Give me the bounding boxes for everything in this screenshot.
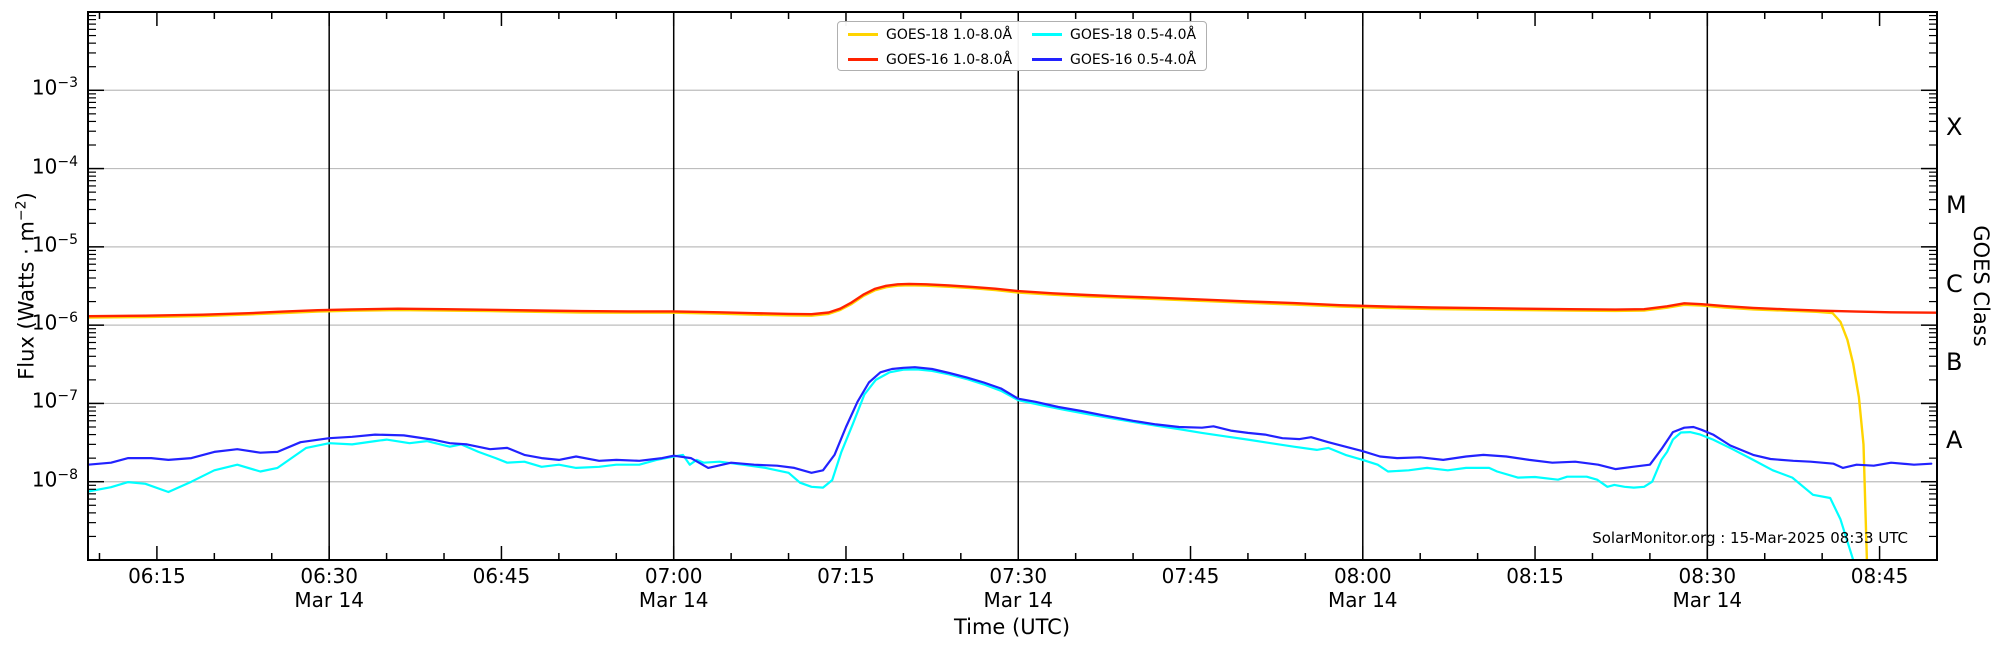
x-tick-label: 06:15 <box>128 564 186 588</box>
series-goes18_short <box>88 368 1855 560</box>
watermark-annotation: SolarMonitor.org : 15-Mar-2025 08:33 UTC <box>1592 529 1908 547</box>
x-date-label: Mar 14 <box>294 588 364 612</box>
legend-label: GOES-16 0.5-4.0Å <box>1070 51 1197 68</box>
x-tick-label: 06:30 <box>300 564 358 588</box>
legend-line-swatch <box>1032 58 1062 61</box>
series-goes18_long <box>88 284 1869 560</box>
x-tick-label: 08:30 <box>1678 564 1737 588</box>
series-goes16_short <box>88 366 1933 474</box>
x-tick-label: 07:30 <box>989 564 1048 588</box>
right-axis-title: GOES Class <box>1969 225 1993 347</box>
plot-frame <box>87 11 1938 561</box>
legend-entry-goes16_short: GOES-16 0.5-4.0Å <box>1022 52 1206 68</box>
x-tick-label: 08:00 <box>1333 564 1392 588</box>
x-tick-label: 07:15 <box>817 564 875 588</box>
goes-class-letter-X: X <box>1946 113 1963 142</box>
x-date-label: Mar 14 <box>1672 588 1743 612</box>
legend-line-swatch <box>848 58 878 61</box>
series-goes16_long <box>88 282 1937 318</box>
y-tick-label: 10−8 <box>31 466 78 492</box>
legend-entry-goes16_long: GOES-16 1.0-8.0Å <box>838 52 1022 68</box>
y-tick-label: 10−5 <box>31 231 78 257</box>
legend-label: GOES-18 0.5-4.0Å <box>1070 26 1197 43</box>
axes-frame <box>87 11 1938 561</box>
legend-line-swatch <box>1032 33 1062 36</box>
legend-label: GOES-18 1.0-8.0Å <box>886 26 1013 43</box>
legend-label: GOES-16 1.0-8.0Å <box>886 51 1013 68</box>
y-tick-label: 10−3 <box>31 75 78 100</box>
x-date-label: Mar 14 <box>983 588 1053 612</box>
goes-class-letter-A: A <box>1946 426 1963 455</box>
x-date-label: Mar 14 <box>1327 588 1398 612</box>
x-tick-label: 06:45 <box>472 564 531 588</box>
y-tick-label: 10−4 <box>31 153 78 179</box>
series-lines <box>88 282 1937 560</box>
x-date-label: Mar 14 <box>638 588 709 612</box>
legend-entry-goes18_long: GOES-18 1.0-8.0Å <box>838 27 1022 43</box>
y-axis-title: Flux (Watts · m−2) <box>13 192 39 380</box>
x-axis-title: Time (UTC) <box>953 615 1071 639</box>
y-tick-label: 10−7 <box>31 388 78 414</box>
x-tick-label: 07:45 <box>1161 564 1220 588</box>
goes-class-letter-C: C <box>1946 269 1963 298</box>
gridlines <box>88 12 1937 560</box>
goes-class-letter-M: M <box>1946 191 1967 220</box>
x-tick-label: 08:15 <box>1506 564 1564 588</box>
legend-line-swatch <box>848 33 878 36</box>
y-tick-label: 10−6 <box>31 310 78 335</box>
legend-entry-goes18_short: GOES-18 0.5-4.0Å <box>1022 27 1206 43</box>
goes-class-letter-B: B <box>1946 347 1963 376</box>
legend: GOES-18 1.0-8.0Å GOES-16 1.0-8.0Å GOES-18 … <box>837 21 1207 71</box>
x-tick-label: 08:45 <box>1850 564 1909 588</box>
x-tick-label: 07:00 <box>644 564 703 588</box>
